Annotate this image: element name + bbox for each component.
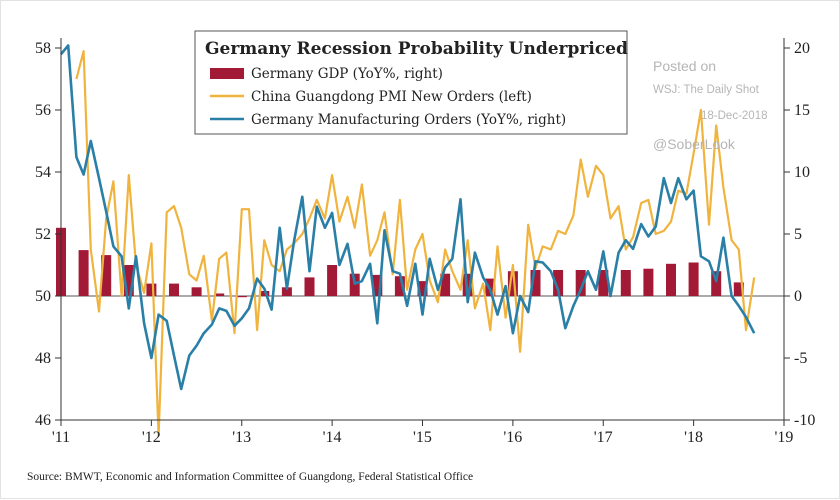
x-tick-label: '17 bbox=[594, 429, 613, 446]
watermark-line-4: @SoberLook bbox=[653, 136, 736, 152]
gdp-bar bbox=[553, 270, 564, 296]
x-tick-label: '14 bbox=[323, 429, 342, 446]
gdp-bar bbox=[733, 282, 744, 296]
right-tick-label: 5 bbox=[794, 226, 802, 243]
left-tick-label: 56 bbox=[35, 102, 51, 119]
x-tick-label: '18 bbox=[684, 429, 703, 446]
x-tick-label: '12 bbox=[142, 429, 161, 446]
gdp-bar bbox=[101, 255, 112, 296]
left-tick-label: 58 bbox=[35, 40, 51, 57]
orders-line-layer bbox=[59, 44, 756, 391]
gdp-bar bbox=[372, 274, 383, 296]
watermark: Posted on WSJ: The Daily Shot 18-Dec-201… bbox=[653, 58, 767, 152]
gdp-bar bbox=[666, 263, 676, 296]
gdp-bar bbox=[78, 250, 89, 296]
gdp-bar bbox=[575, 270, 586, 296]
gdp-bar bbox=[327, 265, 338, 296]
legend-label-orders: Germany Manufacturing Orders (YoY%, righ… bbox=[251, 112, 566, 128]
gdp-bar bbox=[643, 268, 654, 296]
x-tick-label: '13 bbox=[232, 429, 251, 446]
gdp-bar bbox=[259, 291, 270, 296]
right-tick-label: 20 bbox=[794, 40, 810, 57]
orders-line bbox=[59, 44, 756, 391]
left-tick-label: 52 bbox=[35, 226, 51, 243]
gdp-bar bbox=[123, 265, 134, 296]
legend-label-gdp: Germany GDP (YoY%, right) bbox=[251, 66, 443, 82]
gdp-bar bbox=[214, 293, 225, 296]
gdp-bar bbox=[688, 262, 699, 296]
pmi-line bbox=[75, 49, 756, 437]
gdp-bar bbox=[281, 287, 292, 296]
watermark-line-1: Posted on bbox=[653, 58, 716, 74]
gdp-bars bbox=[56, 227, 744, 298]
left-tick-label: 46 bbox=[35, 412, 51, 429]
gdp-bar bbox=[530, 270, 541, 296]
source-note: Source: BMWT, Economic and Information C… bbox=[27, 471, 473, 483]
watermark-line-3: 18-Dec-2018 bbox=[701, 110, 767, 122]
right-tick-label: -10 bbox=[794, 412, 815, 429]
left-tick-label: 50 bbox=[35, 288, 51, 305]
gdp-bar bbox=[711, 271, 722, 296]
x-tick-label: '15 bbox=[413, 429, 432, 446]
chart-title: Germany Recession Probability Underprice… bbox=[205, 39, 628, 59]
x-tick-label: '19 bbox=[775, 429, 794, 446]
right-tick-label: 10 bbox=[794, 164, 810, 181]
gdp-bar bbox=[169, 283, 179, 296]
right-tick-label: -5 bbox=[794, 350, 807, 367]
legend: Germany Recession Probability Underprice… bbox=[194, 30, 628, 135]
gdp-bar bbox=[394, 276, 405, 296]
watermark-line-2: WSJ: The Daily Shot bbox=[653, 84, 760, 96]
gdp-bar bbox=[417, 281, 428, 296]
left-tick-label: 54 bbox=[35, 164, 51, 181]
tick-labels: 46 48 50 52 54 56 58 -10 -5 0 5 10 15 20 '11 '12 '13 '14 '… bbox=[35, 40, 815, 446]
right-tick-label: 15 bbox=[794, 102, 810, 119]
gdp-bar bbox=[620, 270, 631, 296]
right-tick-label: 0 bbox=[794, 288, 802, 305]
gdp-bar bbox=[507, 271, 518, 296]
legend-swatch-gdp bbox=[210, 68, 244, 79]
gdp-bar bbox=[598, 270, 609, 296]
left-tick-label: 48 bbox=[35, 350, 51, 367]
legend-box bbox=[194, 30, 628, 135]
gdp-bar bbox=[440, 273, 451, 296]
x-tick-label: '16 bbox=[503, 429, 522, 446]
axes bbox=[55, 38, 790, 426]
pmi-line-layer bbox=[75, 49, 756, 437]
gdp-bar bbox=[304, 277, 315, 296]
gdp-bar bbox=[236, 296, 247, 298]
gdp-bar bbox=[146, 283, 157, 296]
legend-label-pmi: China Guangdong PMI New Orders (left) bbox=[251, 89, 532, 105]
x-tick-label: '11 bbox=[52, 429, 70, 446]
gdp-bar bbox=[191, 287, 202, 296]
